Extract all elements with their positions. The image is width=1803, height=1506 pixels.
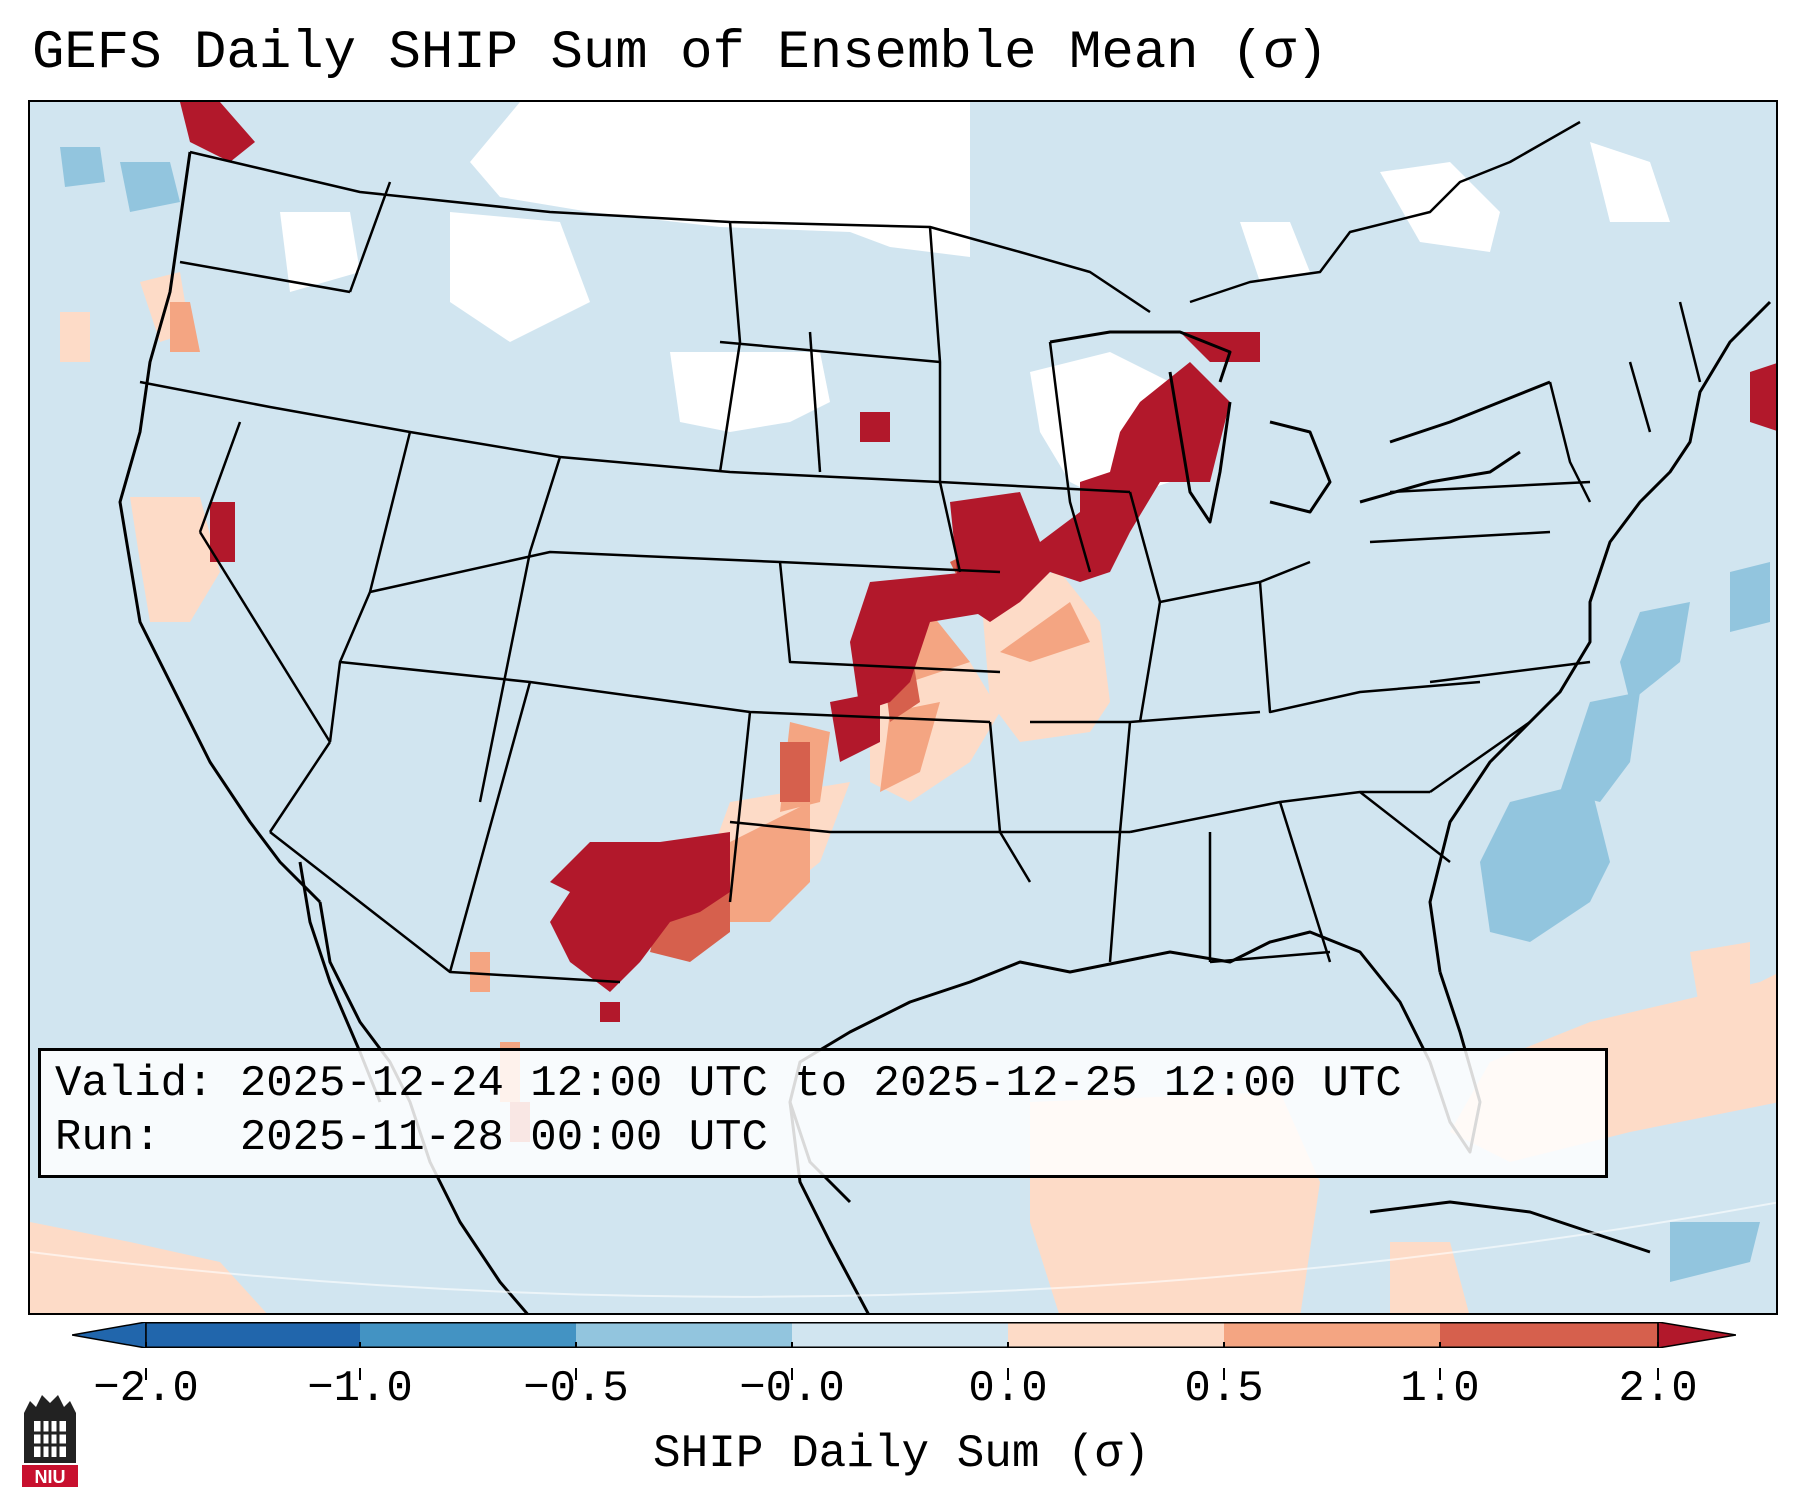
niu-logo-icon: NIU <box>22 1395 78 1487</box>
near-zero-areas <box>120 102 1670 502</box>
projection-edge <box>30 1201 1776 1298</box>
valid-run-info-box: Valid: 2025-12-24 12:00 UTC to 2025-12-2… <box>38 1048 1608 1178</box>
valid-value: 2025-12-24 12:00 UTC to 2025-12-25 12:00… <box>239 1059 1402 1109</box>
colorbar-tick-label: 2.0 <box>1618 1364 1698 1414</box>
colorbar-outline <box>145 1322 1659 1348</box>
colorbar-ticks <box>145 1368 1659 1380</box>
extreme-positive-areas <box>180 102 1776 1022</box>
colorbar-extend-high <box>1657 1322 1736 1348</box>
negative-areas <box>60 147 1770 1282</box>
colorbar-tick-label: 0.5 <box>1184 1364 1264 1414</box>
run-label: Run: <box>55 1113 161 1163</box>
colorbar-segment-6 <box>1224 1322 1440 1348</box>
valid-row: Valid: 2025-12-24 12:00 UTC to 2025-12-2… <box>55 1057 1591 1111</box>
colorbar-tick-label: −1.0 <box>307 1364 413 1414</box>
colorbar-segment-1 <box>146 1322 360 1348</box>
colorbar-tick-label: −2.0 <box>93 1364 199 1414</box>
map-title: GEFS Daily SHIP Sum of Ensemble Mean (σ) <box>32 23 1329 84</box>
colorbar-tick-label: −0.5 <box>523 1364 629 1414</box>
colorbar-label: SHIP Daily Sum (σ) <box>653 1428 1150 1480</box>
niu-logo-text: NIU <box>35 1467 66 1487</box>
colorbar-segment-4 <box>792 1322 1008 1348</box>
colorbar-segment-7 <box>1440 1322 1658 1348</box>
colorbar-tick-label: 1.0 <box>1400 1364 1480 1414</box>
state-borders <box>139 120 1702 984</box>
run-value: 2025-11-28 00:00 UTC <box>239 1113 768 1163</box>
valid-label: Valid: <box>55 1059 214 1109</box>
colorbar-segment-5 <box>1008 1322 1224 1348</box>
colorbar-extend-low <box>72 1322 147 1348</box>
colorbar-segment-2 <box>360 1322 576 1348</box>
run-row: Run: 2025-11-28 00:00 UTC <box>55 1111 1591 1165</box>
colorbar <box>72 1322 1736 1348</box>
colorbar-segment-3 <box>576 1322 792 1348</box>
colorbar-tick-label: 0.0 <box>968 1364 1048 1414</box>
colorbar-tick-label: −0.0 <box>739 1364 845 1414</box>
